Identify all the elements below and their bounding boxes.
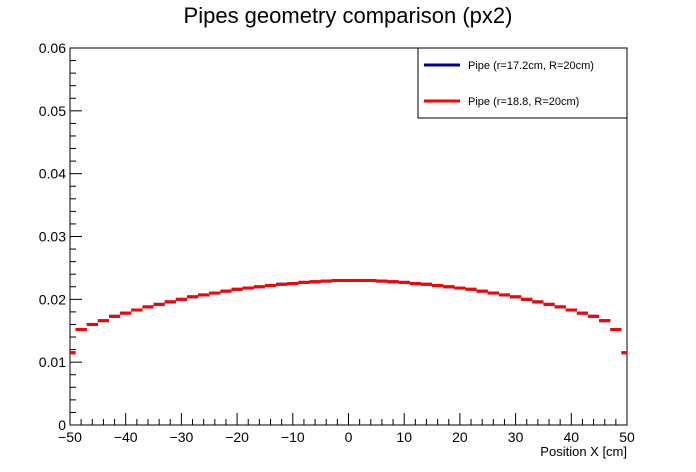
legend-label-series-1: Pipe (r=17.2cm, R=20cm) <box>468 60 594 72</box>
x-tick-label: 20 <box>452 429 468 445</box>
x-tick-label: 0 <box>345 429 353 445</box>
x-tick-label: −40 <box>114 429 138 445</box>
y-tick-label: 0.01 <box>39 354 66 370</box>
x-axis-title: Position X [cm] <box>540 444 627 459</box>
x-tick-label: −20 <box>225 429 249 445</box>
x-tick-label: −50 <box>58 429 82 445</box>
x-tick-label: 40 <box>564 429 580 445</box>
legend-label-series-2: Pipe (r=18.8, R=20cm) <box>468 96 579 108</box>
x-tick-label: 50 <box>619 429 635 445</box>
y-tick-label: 0.06 <box>39 40 66 56</box>
y-tick-label: 0.03 <box>39 229 66 245</box>
x-tick-label: −30 <box>170 429 194 445</box>
y-tick-label: 0.05 <box>39 103 66 119</box>
x-tick-label: 30 <box>508 429 524 445</box>
series-2 <box>70 278 627 355</box>
legend-box <box>417 47 628 119</box>
series-group <box>70 278 627 355</box>
x-axis: −50 −40 −30 −20 −10 0 10 20 30 40 50 <box>58 413 635 445</box>
y-tick-label: 0.02 <box>39 291 66 307</box>
series-1 <box>70 278 627 355</box>
y-tick-label: 0.04 <box>39 166 66 182</box>
y-axis: 0 0.01 0.02 0.03 0.04 0.05 0.06 <box>39 40 82 433</box>
x-tick-label: 10 <box>396 429 412 445</box>
chart-title: Pipes geometry comparison (px2) <box>184 3 513 28</box>
x-tick-label: −10 <box>281 429 305 445</box>
y-tick-label: 0 <box>58 417 66 433</box>
legend: Pipe (r=17.2cm, R=20cm) Pipe (r=18.8, R=… <box>417 47 628 119</box>
